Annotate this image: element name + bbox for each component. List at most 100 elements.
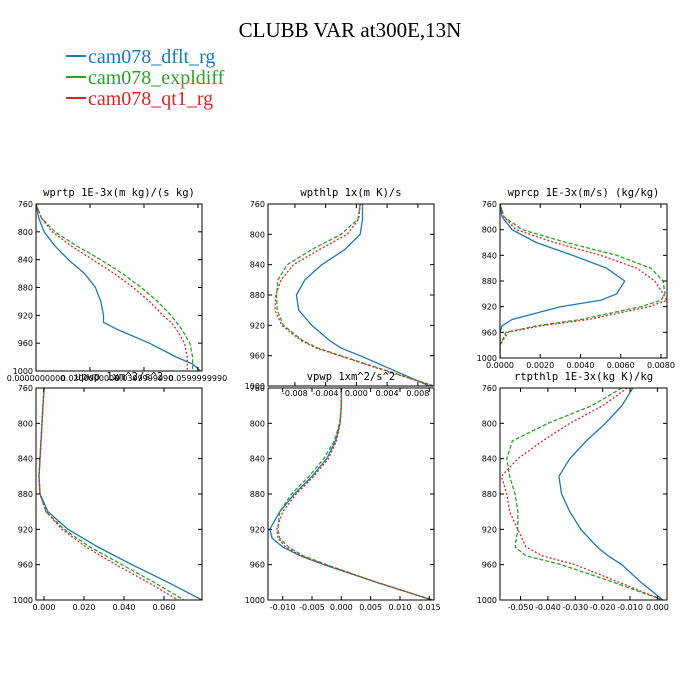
- x-tick-label-wprcp: 0.0000: [486, 361, 514, 370]
- y-tick-label-upwp: 840: [18, 455, 33, 464]
- y-tick-label-vpwp: 840: [250, 455, 265, 464]
- y-tick-label-wprcp: 800: [482, 226, 497, 235]
- y-tick-label-upwp: 920: [18, 525, 33, 534]
- x-tick-label-vpwp: 0.005: [359, 603, 382, 612]
- x-tick-label-rtpthlp: -0.010: [617, 603, 643, 612]
- x-tick-label-rtpthlp: -0.020: [590, 603, 616, 612]
- x-tick-label-rtpthlp: -0.040: [535, 603, 561, 612]
- x-tick-label-upwp: 0.020: [73, 603, 96, 612]
- series-line-qt1-vpwp: [276, 388, 433, 600]
- x-tick-label-vpwp: -0.005: [299, 603, 325, 612]
- series-line-dflt-rtpthlp: [558, 388, 664, 600]
- y-tick-label-wprtp: 840: [18, 256, 33, 265]
- y-tick-label-upwp: 1000: [13, 596, 33, 605]
- legend-item-qt1: cam078_qt1_rg: [66, 88, 213, 110]
- x-tick-label-wpthlp: -0.008: [282, 389, 308, 398]
- panel-upwp: upwp 1xm^2/s^2 760 800 840 880 920 960 10000.00…: [13, 371, 203, 612]
- y-tick-label-vpwp: 960: [250, 561, 265, 570]
- y-tick-label-wprtp: 880: [18, 284, 33, 293]
- y-tick-label-wprcp: 880: [482, 277, 497, 286]
- y-tick-label-wpthlp: 840: [250, 261, 265, 270]
- series-line-dflt-wpthlp: [295, 204, 430, 386]
- panel-title-vpwp: vpwp 1xm^2/s^2: [307, 371, 396, 383]
- x-tick-label-upwp: 0.060: [153, 603, 176, 612]
- y-tick-label-rtpthlp: 800: [482, 419, 497, 428]
- series-line-dflt-wprcp: [500, 204, 626, 358]
- panel-wprcp: wprcp 1E-3x(m/s) (kg/kg) 760 800 840 880 920 9…: [477, 187, 675, 370]
- y-tick-label-vpwp: 920: [250, 525, 265, 534]
- series-line-qt1-upwp: [38, 388, 179, 600]
- legend-swatch-dflt: [66, 55, 86, 58]
- x-tick-label-wprcp: 0.0080: [647, 361, 675, 370]
- x-tick-label-wpthlp: -0.004: [313, 389, 339, 398]
- series-line-expldiff-wprtp: [36, 204, 194, 371]
- legend-item-dflt: cam078_dflt_rg: [66, 46, 215, 68]
- plot-frame-vpwp: [267, 387, 435, 601]
- y-tick-label-wprtp: 1000: [13, 367, 33, 376]
- legend-item-expldiff: cam078_expldiff: [66, 67, 224, 89]
- series-line-expldiff-wpthlp: [275, 204, 434, 386]
- y-tick-label-upwp: 880: [18, 490, 33, 499]
- series-line-expldiff-wprcp: [500, 204, 666, 358]
- y-tick-label-vpwp: 1000: [245, 596, 265, 605]
- x-tick-label-rtpthlp: 0.000: [646, 603, 669, 612]
- x-tick-label-upwp: 0.040: [113, 603, 136, 612]
- y-tick-label-vpwp: 800: [250, 419, 265, 428]
- panel-title-wprcp: wprcp 1E-3x(m/s) (kg/kg): [508, 187, 660, 199]
- series-line-qt1-rtpthlp: [500, 388, 664, 600]
- y-tick-label-vpwp: 760: [250, 384, 265, 393]
- plot-frame-wprtp: [35, 203, 203, 372]
- y-tick-label-wprtp: 760: [18, 200, 33, 209]
- series-line-dflt-upwp: [38, 388, 202, 600]
- y-tick-label-rtpthlp: 920: [482, 525, 497, 534]
- series-line-expldiff-upwp: [38, 388, 185, 600]
- panel-title-wpthlp: wpthlp 1x(m K)/s: [300, 187, 401, 199]
- x-tick-label-vpwp: -0.010: [270, 603, 296, 612]
- y-tick-label-rtpthlp: 880: [482, 490, 497, 499]
- series-line-qt1-wprcp: [500, 204, 667, 358]
- x-tick-label-wpthlp: 0.004: [376, 389, 399, 398]
- panel-wpthlp: wpthlp 1x(m K)/s 760 800 840 880 920 960 1000 -0…: [245, 187, 435, 398]
- x-tick-label-wpthlp: 0.000: [345, 389, 368, 398]
- y-tick-label-wprtp: 920: [18, 311, 33, 320]
- chart-title: CLUBB VAR at300E,13N: [238, 18, 462, 42]
- y-tick-label-wpthlp: 1000: [245, 382, 265, 391]
- y-tick-label-wprtp: 800: [18, 228, 33, 237]
- x-tick-label-vpwp: 0.015: [418, 603, 441, 612]
- x-tick-label-wprtp: 0.0599999990: [169, 374, 228, 383]
- y-tick-label-wpthlp: 880: [250, 291, 265, 300]
- x-tick-label-rtpthlp: -0.050: [508, 603, 534, 612]
- y-tick-label-wpthlp: 760: [250, 200, 265, 209]
- series-line-dflt-vpwp: [269, 388, 433, 600]
- plot-frame-rtpthlp: [499, 387, 668, 601]
- panel-title-wprtp: wprtp 1E-3x(m kg)/(s kg): [43, 187, 195, 199]
- x-tick-label-rtpthlp: -0.030: [562, 603, 588, 612]
- y-tick-label-wprcp: 960: [482, 328, 497, 337]
- legend-label-qt1: cam078_qt1_rg: [88, 88, 214, 110]
- series-line-qt1-wpthlp: [274, 204, 434, 386]
- x-tick-label-wprcp: 0.0060: [607, 361, 635, 370]
- y-tick-label-wprcp: 920: [482, 303, 497, 312]
- y-tick-label-rtpthlp: 1000: [477, 596, 497, 605]
- x-tick-label-vpwp: 0.000: [330, 603, 353, 612]
- y-tick-label-upwp: 800: [18, 419, 33, 428]
- legend-swatch-qt1: [66, 97, 86, 100]
- panel-title-rtpthlp: rtpthlp 1E-3x(kg K)/kg: [514, 371, 653, 383]
- x-tick-label-wprcp: 0.0020: [526, 361, 554, 370]
- plot-frame-upwp: [35, 387, 203, 601]
- x-tick-label-upwp: 0.000: [33, 603, 56, 612]
- panel-vpwp: vpwp 1xm^2/s^2 760 800 840 880 920 960 1000 -0.0…: [245, 371, 441, 612]
- y-tick-label-rtpthlp: 960: [482, 561, 497, 570]
- legend-swatch-expldiff: [66, 76, 86, 79]
- panel-rtpthlp: rtpthlp 1E-3x(kg K)/kg 760 800 840 880 920 960…: [477, 371, 669, 612]
- x-tick-label-wprtp: 0.0200000000: [61, 374, 120, 383]
- y-tick-label-wpthlp: 960: [250, 352, 265, 361]
- x-tick-label-vpwp: 0.010: [389, 603, 412, 612]
- x-tick-label-wprtp: 0.0000000000: [7, 374, 66, 383]
- legend-label-expldiff: cam078_expldiff: [88, 67, 225, 89]
- x-tick-label-wpthlp: 0.008: [406, 389, 429, 398]
- panel-title-upwp: upwp 1xm^2/s^2: [75, 371, 164, 383]
- y-tick-label-wprtp: 960: [18, 339, 33, 348]
- y-tick-label-wpthlp: 920: [250, 321, 265, 330]
